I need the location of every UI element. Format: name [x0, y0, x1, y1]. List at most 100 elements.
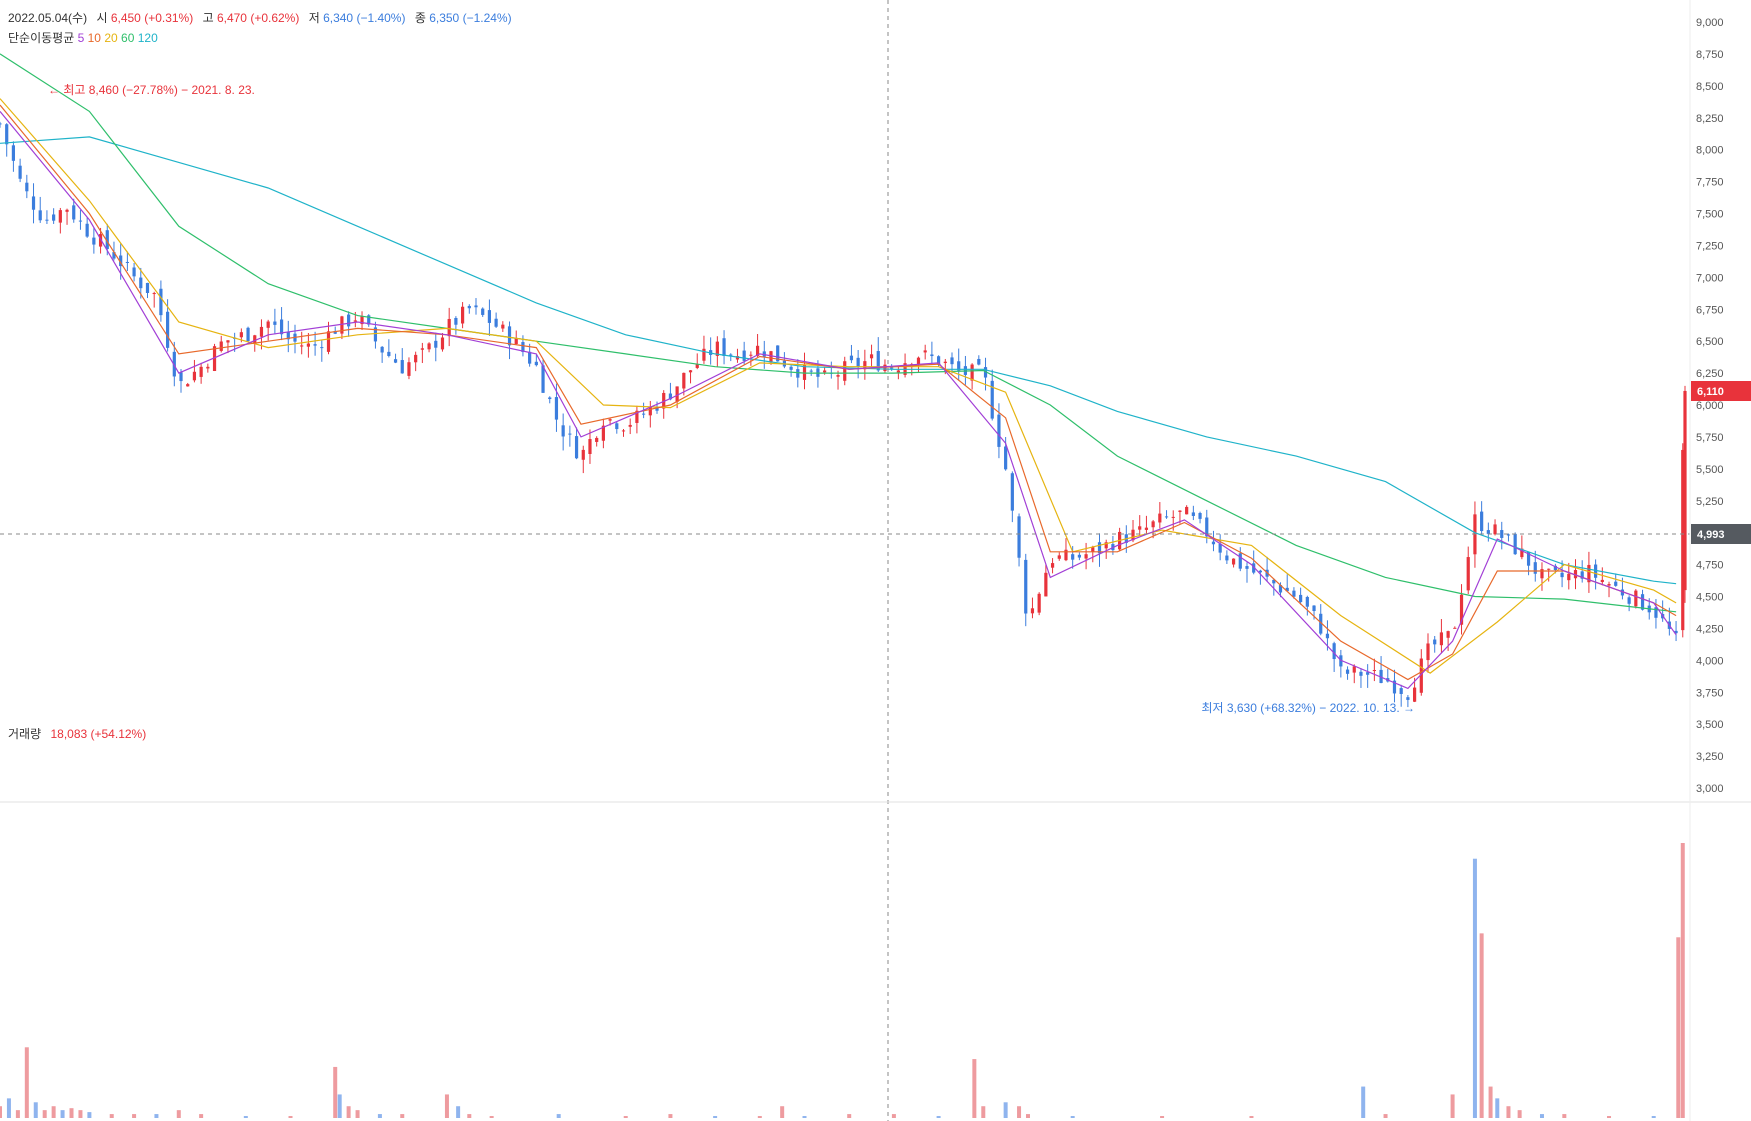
volume-bar: [556, 1114, 561, 1118]
candle-body: [1600, 579, 1604, 583]
candle-body: [1205, 517, 1209, 537]
candle-body: [554, 397, 559, 420]
candle-body: [105, 230, 109, 250]
volume-bar: [1361, 1086, 1366, 1118]
volume-bar: [400, 1114, 405, 1118]
ma-legend-label: 단순이동평균: [8, 31, 75, 45]
ma120-legend: 120: [137, 31, 158, 45]
candle-body: [18, 165, 22, 179]
candle-body: [588, 439, 592, 455]
candle-body: [1057, 555, 1061, 559]
candlesticks: [0, 121, 1687, 708]
candle-body: [1171, 516, 1175, 518]
high-annotation: ← 최고 8,460 (−27.78%) − 2021. 8. 23.: [48, 83, 255, 97]
candle-body: [983, 367, 988, 378]
candle-body: [843, 361, 847, 381]
candle-body: [1252, 563, 1256, 573]
candle-body: [259, 326, 264, 337]
volume-bar: [33, 1102, 38, 1118]
candle-body: [936, 356, 941, 365]
candle-body: [970, 364, 974, 381]
open-label: 시: [96, 11, 108, 25]
candle-body: [1459, 594, 1464, 625]
volume-bar: [1495, 1098, 1500, 1118]
candle-body: [279, 319, 284, 335]
candle-body: [1131, 529, 1135, 541]
candle-body: [1526, 552, 1531, 566]
candle-body: [742, 350, 746, 361]
candle-body: [1238, 553, 1242, 569]
candle-body: [876, 351, 880, 371]
candle-body: [1292, 590, 1296, 597]
candle-body: [186, 384, 190, 387]
candle-body: [460, 306, 465, 324]
candle-body: [58, 210, 62, 223]
candle-body: [1312, 605, 1316, 612]
volume-bar: [1506, 1106, 1511, 1118]
candle-body: [1379, 669, 1383, 684]
candle-body: [1439, 632, 1444, 646]
candle-body: [507, 326, 512, 346]
candle-body: [1480, 511, 1484, 532]
volume-bar: [1562, 1114, 1567, 1118]
candle-body: [253, 335, 257, 344]
candle-body: [1614, 581, 1618, 586]
price-tick-label: 4,250: [1696, 623, 1724, 635]
candle-body: [373, 327, 378, 342]
candle-body: [957, 361, 961, 371]
ma10-legend: 10: [87, 31, 101, 45]
candle-body: [501, 324, 505, 329]
candle-body: [514, 338, 518, 345]
candle-body: [1017, 516, 1021, 558]
candle-body: [145, 282, 150, 293]
candle-body: [1372, 670, 1376, 672]
candle-body: [541, 365, 545, 393]
candle-body: [883, 364, 887, 372]
candle-body: [561, 425, 565, 437]
candle-body: [313, 344, 317, 346]
candle-body: [487, 310, 492, 323]
candle-body: [869, 354, 874, 359]
price-tick-label: 4,500: [1696, 592, 1724, 604]
candle-body: [1030, 608, 1035, 614]
candle-body: [159, 288, 163, 316]
low-value: 6,340 (−1.40%): [323, 11, 406, 25]
candle-body: [132, 267, 136, 277]
candle-body: [1506, 534, 1511, 536]
candle-body: [166, 311, 170, 348]
candle-body: [52, 214, 56, 221]
candle-body: [407, 362, 411, 376]
candle-body: [635, 410, 639, 423]
candle-body: [494, 318, 498, 327]
candle-body: [192, 371, 197, 381]
candle-body: [1433, 639, 1437, 645]
ma-legend[interactable]: 단순이동평균 5 10 20 60 120: [8, 29, 158, 46]
ma5-legend: 5: [77, 31, 85, 45]
volume-bar: [333, 1066, 338, 1118]
volume-bar: [1488, 1086, 1493, 1118]
candle-body: [1325, 633, 1330, 639]
candle-body: [923, 350, 927, 353]
candle-body: [1607, 584, 1611, 586]
candle-body: [735, 356, 740, 360]
candle-body: [45, 219, 49, 221]
volume-bar: [1017, 1106, 1022, 1118]
volume-bar: [456, 1106, 461, 1118]
candle-body: [1151, 521, 1155, 528]
candle-body: [581, 449, 585, 460]
candle-body: [568, 433, 572, 435]
volume-bar: [981, 1106, 986, 1118]
cursor-price-text: 4,993: [1697, 529, 1725, 541]
candle-body: [943, 361, 947, 364]
candle-body: [749, 354, 753, 356]
candle-body: [1299, 594, 1303, 603]
candle-body: [219, 341, 223, 351]
candle-body: [1533, 562, 1537, 574]
candle-body: [1164, 516, 1169, 518]
candle-body: [481, 308, 485, 315]
candle-body: [179, 372, 183, 382]
price-tick-label: 4,000: [1696, 655, 1724, 667]
candle-body: [896, 370, 900, 373]
candle-body: [1634, 590, 1638, 607]
